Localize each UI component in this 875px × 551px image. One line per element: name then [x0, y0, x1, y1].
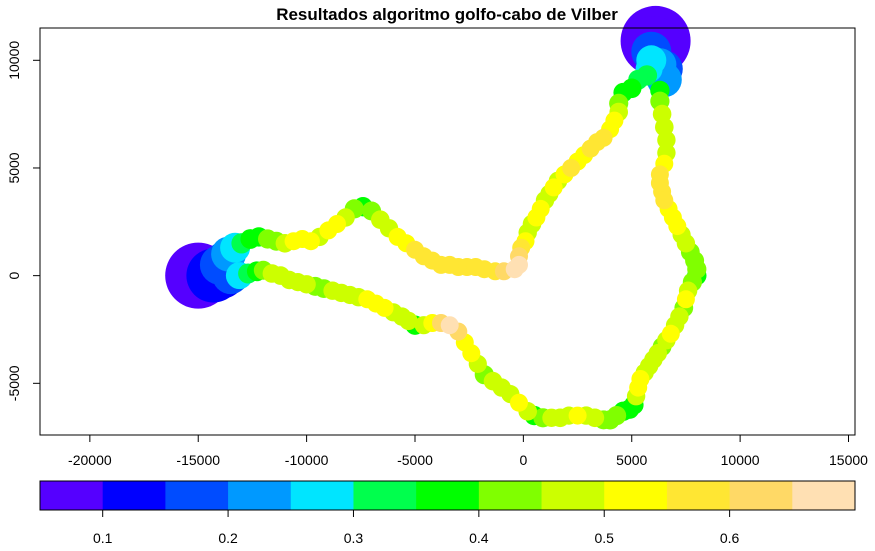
colorbar-segment [228, 481, 292, 510]
colorbar-segment [666, 481, 731, 510]
data-point [440, 316, 459, 335]
data-point [562, 159, 581, 177]
data-point [648, 344, 667, 363]
chart-title: Resultados algoritmo golfo-cabo de Vilbe… [276, 5, 618, 24]
data-point [284, 232, 303, 251]
y-tick-label: 0 [6, 272, 22, 280]
x-tick-label: -10000 [285, 452, 329, 468]
y-axis: -5000 0 5000 10000 [6, 41, 40, 401]
data-point [568, 406, 587, 425]
x-tick-label: -15000 [176, 452, 220, 468]
data-point [670, 307, 689, 326]
plot-frame [39, 27, 856, 436]
colorbar-segment [102, 481, 166, 510]
colorbar-segment [478, 481, 543, 510]
colorbar-segment [290, 481, 354, 510]
data-point [661, 324, 680, 343]
data-point [340, 285, 360, 305]
data-point [527, 208, 546, 227]
data-point [510, 393, 528, 412]
x-tick-label: 10000 [721, 452, 760, 468]
data-point [676, 290, 695, 309]
colorbar-tick-label: 0.4 [469, 530, 489, 546]
colorbar-tick-label: 0.1 [93, 530, 113, 546]
colorbar-segment [165, 481, 229, 510]
data-point [650, 165, 669, 184]
colorbar-tick-label: 0.6 [720, 530, 740, 546]
colorbar-tick-label: 0.2 [218, 530, 238, 546]
data-point [319, 221, 338, 240]
data-point [542, 408, 561, 427]
x-tick-label: 15000 [829, 452, 868, 468]
data-point [544, 178, 563, 197]
colorbar-frame [39, 480, 856, 511]
colorbar-segment [604, 481, 668, 510]
colorbar-tick-label: 0.5 [594, 530, 614, 546]
x-axis: -20000 -15000 -10000 -5000 0 5000 10000 15000 [68, 435, 868, 468]
colorbar-segment [416, 481, 480, 510]
points-layer [165, 5, 707, 430]
colorbar-tick-label: 0.3 [344, 530, 364, 546]
x-tick-label: -5000 [397, 452, 433, 468]
colorbar: 0.1 0.2 0.3 0.4 0.5 0.6 [39, 480, 856, 546]
data-point [406, 240, 424, 259]
x-tick-label: 5000 [616, 452, 647, 468]
data-point [581, 139, 600, 158]
data-point [375, 298, 394, 317]
x-tick-label: -20000 [68, 452, 112, 468]
data-point [288, 273, 307, 292]
x-tick-label: 0 [519, 452, 527, 468]
colorbar-segment [40, 481, 104, 510]
colorbar-segment [729, 481, 793, 510]
data-point [388, 227, 407, 246]
data-point [462, 344, 481, 363]
y-tick-label: 10000 [6, 41, 22, 80]
data-point [432, 255, 450, 274]
data-point [657, 130, 676, 150]
colorbar-segment [792, 481, 856, 510]
data-point [631, 370, 650, 388]
y-tick-label: -5000 [6, 365, 22, 401]
data-point [323, 281, 342, 300]
data-point [399, 311, 418, 331]
data-point [505, 260, 524, 279]
data-point [652, 104, 672, 124]
data-point [466, 258, 485, 276]
colorbar-segment [541, 481, 605, 510]
colorbar-segment [353, 481, 417, 510]
y-tick-label: 5000 [6, 152, 22, 183]
